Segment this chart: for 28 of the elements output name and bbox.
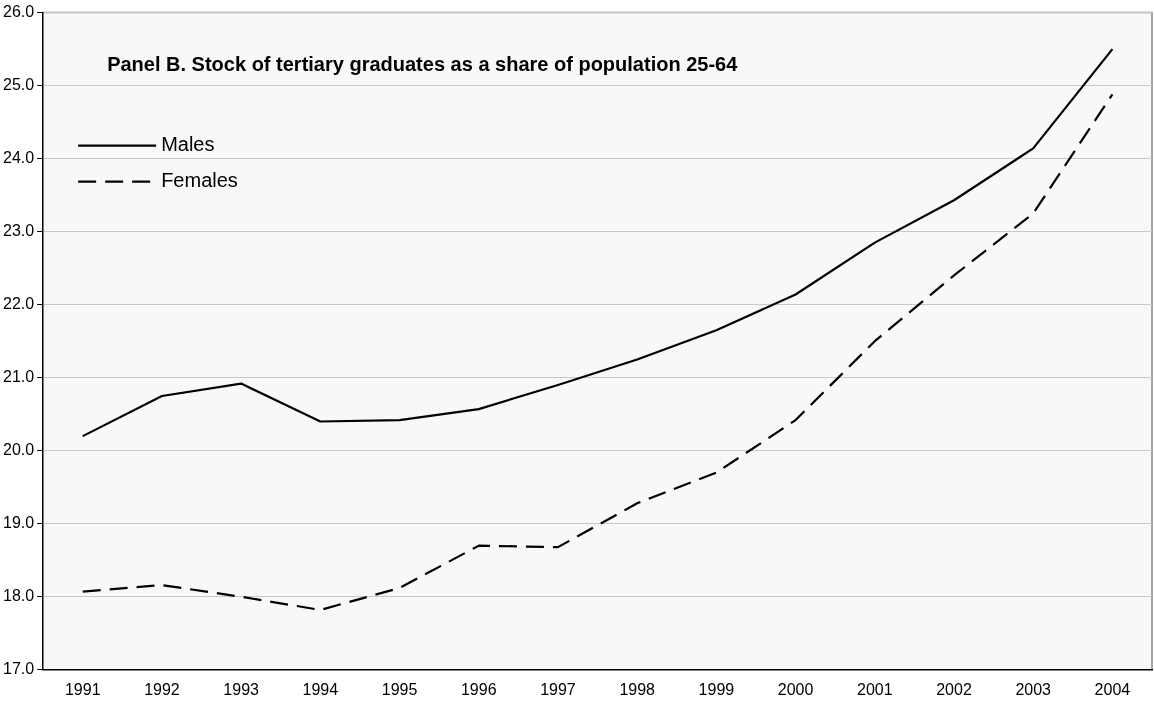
y-tick-label: 21.0 bbox=[3, 368, 35, 386]
x-tick-label: 1992 bbox=[144, 680, 180, 698]
y-tick-label: 22.0 bbox=[3, 295, 35, 313]
x-tick-label: 1996 bbox=[460, 680, 497, 698]
y-tick-label: 19.0 bbox=[3, 514, 35, 532]
x-tick-label: 1994 bbox=[302, 680, 339, 698]
y-tick-label: 17.0 bbox=[3, 660, 35, 678]
x-tick-label: 1998 bbox=[619, 680, 656, 698]
x-tick-label: 2003 bbox=[1015, 680, 1052, 698]
legend-label: Males bbox=[161, 133, 215, 156]
y-tick-label: 23.0 bbox=[3, 222, 35, 240]
x-tick-label: 2004 bbox=[1094, 680, 1131, 698]
y-tick-label: 25.0 bbox=[3, 76, 35, 94]
x-tick-label: 2002 bbox=[936, 680, 972, 698]
x-tick-label: 1993 bbox=[223, 680, 260, 698]
legend-label: Females bbox=[161, 169, 238, 192]
line-series bbox=[81, 93, 1114, 612]
x-tick-label: 1999 bbox=[698, 680, 735, 698]
x-tick-label: 1995 bbox=[381, 680, 418, 698]
y-tick-label: 24.0 bbox=[3, 149, 35, 167]
text: Panel B. Stock of tertiary graduates as a share of population 25-64 bbox=[107, 53, 739, 76]
x-tick-label: 1997 bbox=[540, 680, 576, 698]
y-tick-label: 26.0 bbox=[3, 3, 35, 21]
x-tick-label: 2000 bbox=[777, 680, 814, 698]
x-tick-label: 2001 bbox=[856, 680, 893, 698]
y-tick-label: 20.0 bbox=[3, 441, 35, 459]
x-tick-label: 1991 bbox=[64, 680, 101, 698]
y-tick-label: 18.0 bbox=[3, 587, 35, 605]
